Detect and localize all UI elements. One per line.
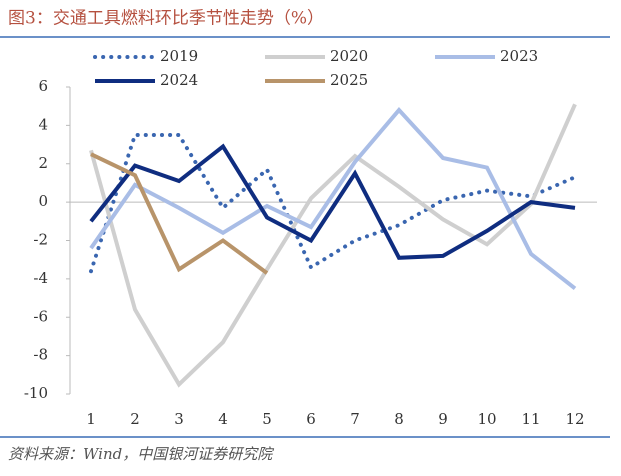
- legend-label: 2019: [160, 47, 198, 65]
- series-line: [89, 103, 577, 388]
- x-tick-label: 7: [350, 410, 360, 428]
- legend-label: 2023: [500, 47, 538, 65]
- y-tick-label: 6: [38, 77, 48, 95]
- x-tick-label: 4: [218, 410, 228, 428]
- x-tick-label: 2: [130, 410, 140, 428]
- series-line: [89, 132, 577, 274]
- y-tick-label: -2: [33, 231, 48, 249]
- x-tick-label: 12: [565, 410, 584, 428]
- legend-label: 2024: [160, 71, 198, 89]
- x-tick-label: 9: [438, 410, 448, 428]
- y-tick-label: -10: [24, 384, 48, 402]
- source: 资料来源：Wind，中国银河证券研究院: [8, 445, 274, 463]
- x-tick-label: 11: [521, 410, 540, 428]
- y-tick-label: -4: [33, 269, 48, 287]
- series-line: [89, 143, 576, 260]
- y-tick-label: 0: [38, 192, 48, 210]
- legend-label: 2025: [330, 71, 368, 89]
- series-line: [90, 152, 269, 275]
- x-tick-label: 10: [477, 410, 496, 428]
- y-tick-label: -6: [33, 307, 48, 325]
- legend-label: 2020: [330, 47, 368, 65]
- x-tick-label: 6: [306, 410, 316, 428]
- x-tick-label: 5: [262, 410, 272, 428]
- series-line: [89, 107, 577, 291]
- x-tick-label: 3: [174, 410, 184, 428]
- y-tick-label: -8: [33, 346, 48, 364]
- y-tick-label: 2: [38, 154, 48, 172]
- y-tick-label: 4: [38, 115, 48, 133]
- x-tick-label: 8: [394, 410, 404, 428]
- x-tick-label: 1: [86, 410, 96, 428]
- chart-title: 图3：交通工具燃料环比季节性走势（%）: [8, 9, 324, 29]
